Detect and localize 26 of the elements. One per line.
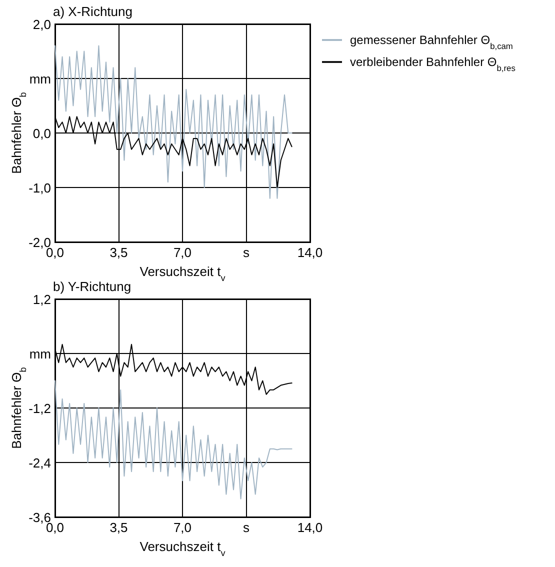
legend-label: verbleibender Bahnfehler Θ$_{b,res}$: [350, 55, 516, 73]
chart-title: b) Y-Richtung: [53, 279, 132, 294]
x-axis-title: Versuchszeit t$_{v}$: [140, 539, 226, 558]
y-tick-label: -3,6: [28, 510, 51, 525]
y-tick-label: 2,0: [32, 17, 51, 32]
legend-label: gemessener Bahnfehler Θ$_{b,cam}$: [350, 33, 513, 51]
y-tick-label: mm: [29, 72, 51, 86]
x-axis-title: Versuchszeit t$_{v}$: [140, 264, 226, 283]
y-tick-label: -2,4: [28, 456, 51, 470]
x-tick-label: 7,0: [173, 520, 192, 535]
x-tick-label: 14,0: [297, 520, 323, 535]
line-series: [54, 45, 292, 199]
x-tick-label: 3,5: [110, 245, 128, 260]
x-tick-label: 3,5: [110, 520, 128, 535]
x-tick-label: 7,0: [173, 245, 192, 260]
y-tick-label: 1,2: [32, 292, 51, 307]
x-tick-label: 14,0: [297, 245, 323, 260]
x-tick-label: s: [243, 520, 250, 535]
line-series: [54, 380, 292, 500]
y-tick-label: -1,2: [28, 401, 51, 416]
x-tick-label: s: [243, 245, 250, 260]
y-tick-label: -2,0: [28, 235, 51, 250]
chart-title: a) X-Richtung: [53, 4, 132, 19]
y-tick-label: -1,0: [28, 180, 51, 196]
y-tick-label: 0,0: [32, 126, 51, 141]
y-tick-label: mm: [29, 346, 51, 362]
